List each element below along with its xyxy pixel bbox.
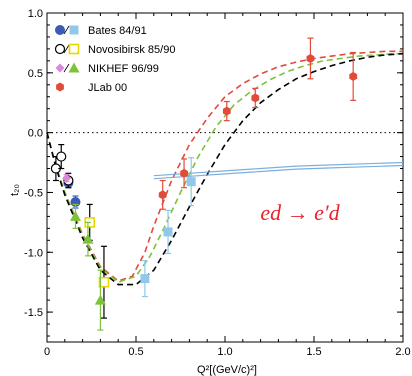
legend-marker — [69, 25, 79, 35]
data-point — [158, 190, 167, 200]
data-point — [306, 54, 315, 63]
legend-marker — [56, 82, 64, 92]
theory-curve-3 — [153, 161, 404, 177]
x-axis-label: Q²[(GeV/c)²] — [197, 364, 257, 376]
axes: 0 0.5 1.0 1.5 2.0 1.0 0.5 0.0 -0.5 -1.0 -1.5 — [24, 8, 411, 358]
data-point — [180, 168, 188, 178]
legend-entry: JLab 00 — [56, 82, 127, 94]
data-point — [98, 276, 110, 288]
data-point — [349, 71, 358, 81]
theory-curve-3-band — [153, 164, 404, 180]
data-point — [62, 173, 72, 183]
data-point — [82, 233, 94, 244]
legend-entry: Bates 84/91 — [55, 25, 147, 37]
legend: Bates 84/91 Novosibirsk 85/90 NIKHEF 96/99… — [54, 25, 175, 94]
data-point — [94, 294, 106, 305]
y-tick-label: 1.0 — [28, 8, 43, 20]
legend-slash — [63, 25, 70, 35]
legend-marker — [68, 43, 80, 55]
y-tick-label: 0.5 — [28, 68, 43, 80]
theory-curve-2 — [46, 52, 404, 286]
legend-slash — [63, 44, 70, 54]
legend-label: Bates 84/91 — [88, 25, 147, 37]
y-tick-label: -1.0 — [24, 247, 43, 259]
y-tick-label: 0.0 — [28, 128, 43, 140]
legend-slash — [63, 63, 70, 73]
y-tick-label: -0.5 — [24, 187, 43, 199]
x-tick-label: 0.5 — [128, 346, 143, 358]
data-point — [186, 177, 196, 187]
data-point — [251, 93, 260, 103]
legend-entry: NIKHEF 96/99 — [55, 62, 159, 75]
legend-label: Novosibirsk 85/90 — [88, 44, 175, 56]
theory-curves — [46, 50, 404, 286]
theory-curve-1 — [46, 52, 403, 284]
legend-label: JLab 00 — [88, 82, 127, 94]
y-tick-label: -1.5 — [24, 307, 43, 319]
x-tick-label: 0 — [44, 346, 50, 358]
data-points — [50, 37, 358, 331]
data-point — [69, 210, 81, 221]
legend-marker — [68, 62, 80, 73]
data-point — [163, 227, 173, 237]
y-axis-label: t₂₀ — [9, 184, 21, 196]
legend-label: NIKHEF 96/99 — [88, 63, 159, 75]
legend-marker — [54, 43, 66, 55]
legend-marker — [55, 63, 65, 73]
x-tick-label: 1.5 — [306, 346, 321, 358]
data-point — [56, 151, 67, 162]
legend-marker — [55, 25, 65, 35]
x-tick-label: 1.0 — [217, 346, 232, 358]
x-tick-label: 2.0 — [395, 346, 410, 358]
reaction-annotation: ed → e′d — [260, 200, 340, 225]
data-point — [140, 274, 150, 284]
legend-entry: Novosibirsk 85/90 — [54, 43, 175, 56]
data-point — [222, 106, 231, 116]
